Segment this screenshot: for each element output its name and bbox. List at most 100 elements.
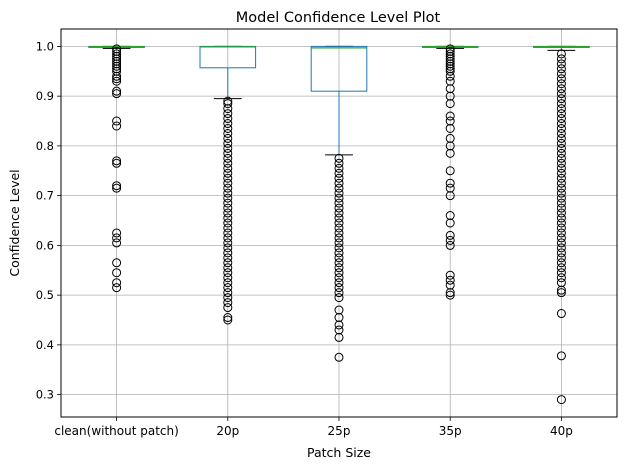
outlier-point <box>223 123 233 133</box>
y-tick-label: 0.8 <box>36 139 54 153</box>
outlier-point <box>445 178 455 188</box>
outlier-point <box>334 320 344 330</box>
outlier-point <box>334 213 344 223</box>
outlier-point <box>223 198 233 208</box>
outlier-point <box>445 71 455 81</box>
outlier-point <box>223 258 233 268</box>
outlier-point <box>556 123 566 133</box>
outlier-point <box>556 203 566 213</box>
outlier-point <box>223 303 233 313</box>
y-axis-ticks: 0.3 0.4 0.5 0.6 0.7 0.8 0.9 1.0 <box>36 39 61 402</box>
outlier-point <box>445 56 455 66</box>
box-group <box>421 44 479 300</box>
outlier-point <box>112 228 122 238</box>
outlier-point <box>334 178 344 188</box>
outlier-point <box>556 193 566 203</box>
outlier-point <box>334 305 344 315</box>
outlier-point <box>223 315 233 325</box>
outlier-point <box>223 158 233 168</box>
outlier-point <box>334 258 344 268</box>
outlier-point <box>112 258 122 268</box>
outlier-point <box>223 288 233 298</box>
outlier-point <box>223 228 233 238</box>
outlier-point <box>445 46 455 56</box>
y-tick-label: 0.5 <box>36 288 54 302</box>
outlier-point <box>556 158 566 168</box>
outlier-point <box>445 218 455 228</box>
y-tick-label: 0.9 <box>36 89 54 103</box>
outlier-point <box>223 268 233 278</box>
outlier-point <box>556 168 566 178</box>
outlier-point <box>334 163 344 173</box>
outlier-point <box>445 280 455 290</box>
outlier-point <box>112 59 122 69</box>
outlier-point <box>223 248 233 258</box>
outlier-point <box>556 288 566 298</box>
outlier-point <box>556 395 566 405</box>
outlier-point <box>334 228 344 238</box>
outlier-point <box>223 153 233 163</box>
outlier-point <box>445 64 455 74</box>
x-axis-label: Patch Size <box>307 445 371 460</box>
y-axis-label: Confidence Level <box>7 169 22 276</box>
outlier-point <box>445 240 455 250</box>
outlier-point <box>556 309 566 319</box>
outlier-point <box>445 91 455 101</box>
outlier-point <box>223 104 233 114</box>
outlier-point <box>556 89 566 99</box>
box-group <box>88 44 145 293</box>
outlier-point <box>334 238 344 248</box>
outlier-point <box>112 46 122 56</box>
outlier-point <box>223 119 233 129</box>
outlier-point <box>223 313 233 323</box>
outlier-point <box>445 116 455 126</box>
outlier-point <box>112 86 122 96</box>
outlier-point <box>223 293 233 303</box>
outlier-point <box>556 59 566 69</box>
x-axis-ticks: clean(without patch) 20p 25p 35p 40p <box>54 417 573 438</box>
outlier-point <box>556 351 566 361</box>
y-tick-label: 1.0 <box>36 39 54 53</box>
outlier-point <box>556 84 566 94</box>
outlier-point <box>445 59 455 69</box>
outlier-point <box>223 168 233 178</box>
outlier-point <box>445 166 455 176</box>
outlier-point <box>223 238 233 248</box>
outlier-point <box>334 183 344 193</box>
outlier-point <box>556 278 566 288</box>
outlier-point <box>445 148 455 158</box>
outlier-point <box>112 76 122 86</box>
outlier-point <box>445 275 455 285</box>
outlier-point <box>445 211 455 221</box>
outlier-point <box>223 138 233 148</box>
x-tick-label: 35p <box>439 424 462 438</box>
outlier-point <box>445 54 455 64</box>
outlier-point <box>223 173 233 183</box>
outlier-point <box>334 153 344 163</box>
outlier-point <box>445 49 455 59</box>
outlier-point <box>556 128 566 138</box>
outlier-point <box>556 188 566 198</box>
outlier-point <box>334 168 344 178</box>
outlier-point <box>445 133 455 143</box>
outlier-point <box>445 141 455 151</box>
outlier-point <box>556 178 566 188</box>
outlier-point <box>556 213 566 223</box>
outlier-point <box>223 99 233 109</box>
outlier-point <box>334 233 344 243</box>
outlier-point <box>556 64 566 74</box>
outlier-point <box>445 76 455 86</box>
outlier-point <box>556 79 566 89</box>
outlier-point <box>334 325 344 335</box>
outlier-point <box>556 133 566 143</box>
outlier-point <box>223 273 233 283</box>
outlier-point <box>112 54 122 64</box>
outlier-point <box>334 313 344 323</box>
outlier-point <box>112 158 122 168</box>
outlier-point <box>334 293 344 303</box>
outlier-point <box>112 51 122 61</box>
outlier-point <box>112 268 122 278</box>
outlier-point <box>223 128 233 138</box>
outlier-point <box>112 66 122 76</box>
